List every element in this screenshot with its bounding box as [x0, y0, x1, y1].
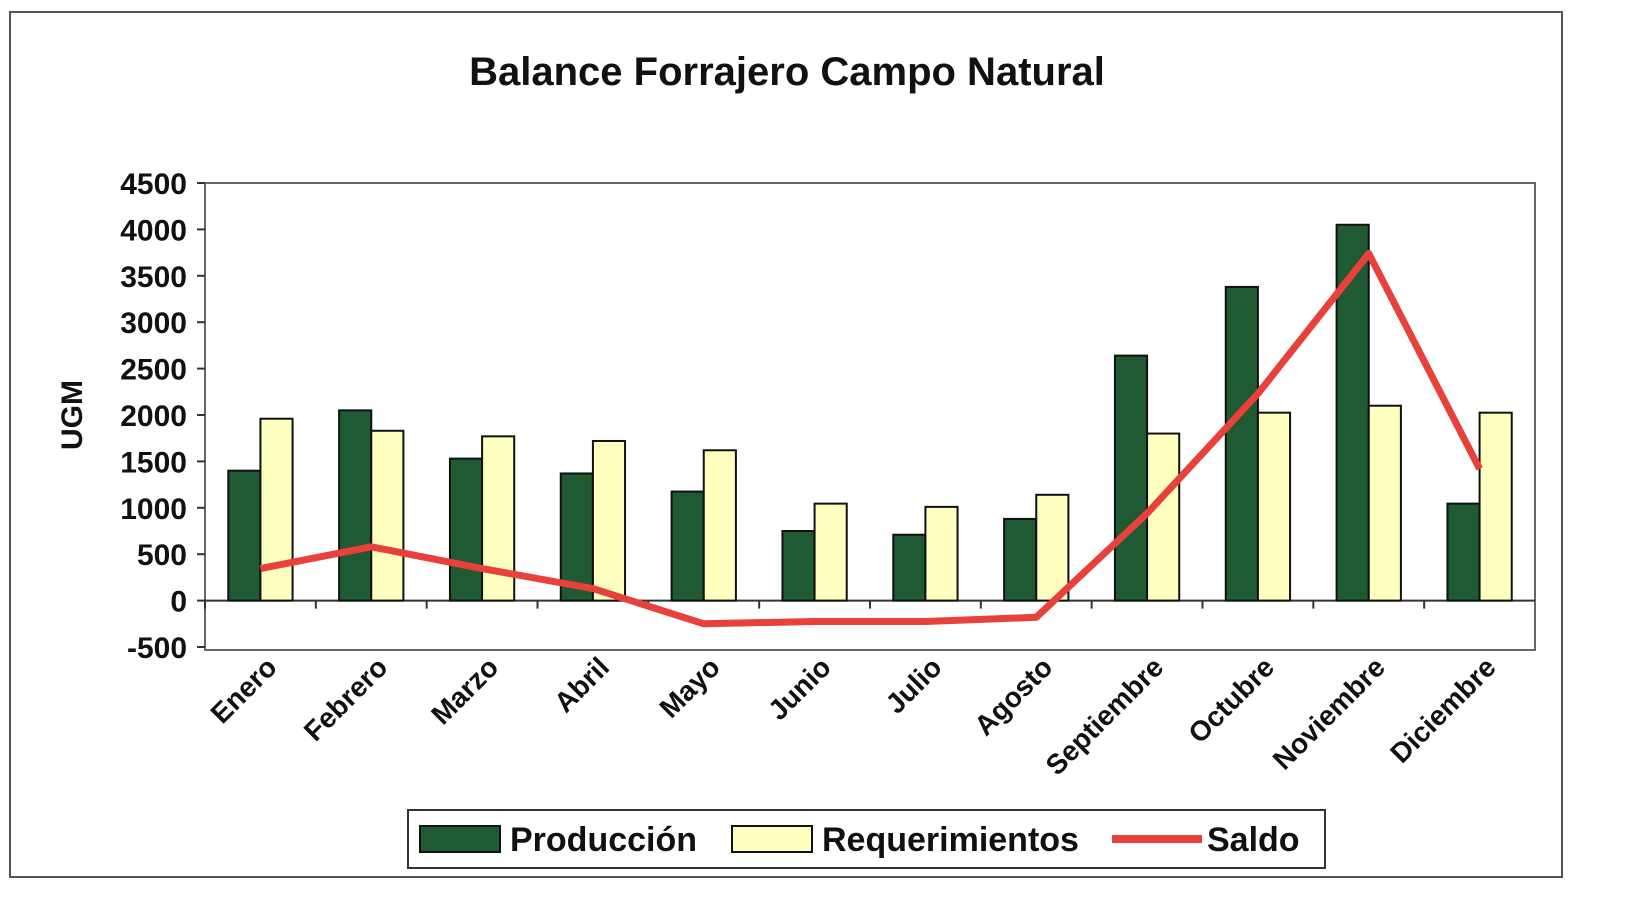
y-tick-label: 3000: [120, 307, 187, 340]
bar: [670, 490, 705, 602]
bar: [924, 505, 959, 602]
plot-area: [204, 182, 1536, 651]
bar: [702, 449, 737, 602]
bar: [781, 530, 816, 602]
y-tick-label: 2000: [120, 400, 187, 433]
bar: [892, 533, 927, 602]
bar: [1113, 354, 1149, 602]
bar: [1256, 411, 1292, 602]
y-axis-label: UGM: [56, 380, 89, 450]
bar: [1367, 404, 1402, 602]
bar: [370, 429, 405, 602]
bar: [1335, 223, 1370, 602]
legend-swatch: [419, 825, 501, 853]
bar: [227, 469, 262, 602]
bar: [1446, 502, 1481, 602]
chart-title: Balance Forrajero Campo Natural: [469, 50, 1105, 94]
bar: [813, 502, 848, 602]
bar: [559, 472, 594, 602]
y-tick-label: 1500: [120, 446, 187, 479]
y-tick-label: 2500: [120, 354, 187, 387]
y-tick-label: 0: [170, 586, 187, 619]
line: [259, 250, 1483, 628]
y-tick-label: 1000: [120, 493, 187, 526]
bar: [591, 439, 627, 602]
bar: [1003, 517, 1038, 602]
bar: [1146, 432, 1181, 602]
y-tick-label: 4500: [120, 168, 187, 201]
y-tick-label: 500: [137, 539, 187, 572]
y-tick-label: 3500: [120, 261, 187, 294]
legend-label: Producción: [510, 821, 697, 859]
legend-label: Saldo: [1207, 821, 1300, 859]
legend-label: Requerimientos: [822, 821, 1079, 859]
bar: [1224, 285, 1259, 602]
bar: [1035, 493, 1070, 602]
bar: [259, 417, 294, 602]
y-tick-label: 4000: [120, 214, 187, 247]
y-tick-label: -500: [127, 632, 187, 665]
legend-swatch: [731, 825, 813, 853]
bar: [1478, 411, 1513, 602]
bar: [338, 409, 373, 602]
bar: [448, 457, 484, 602]
